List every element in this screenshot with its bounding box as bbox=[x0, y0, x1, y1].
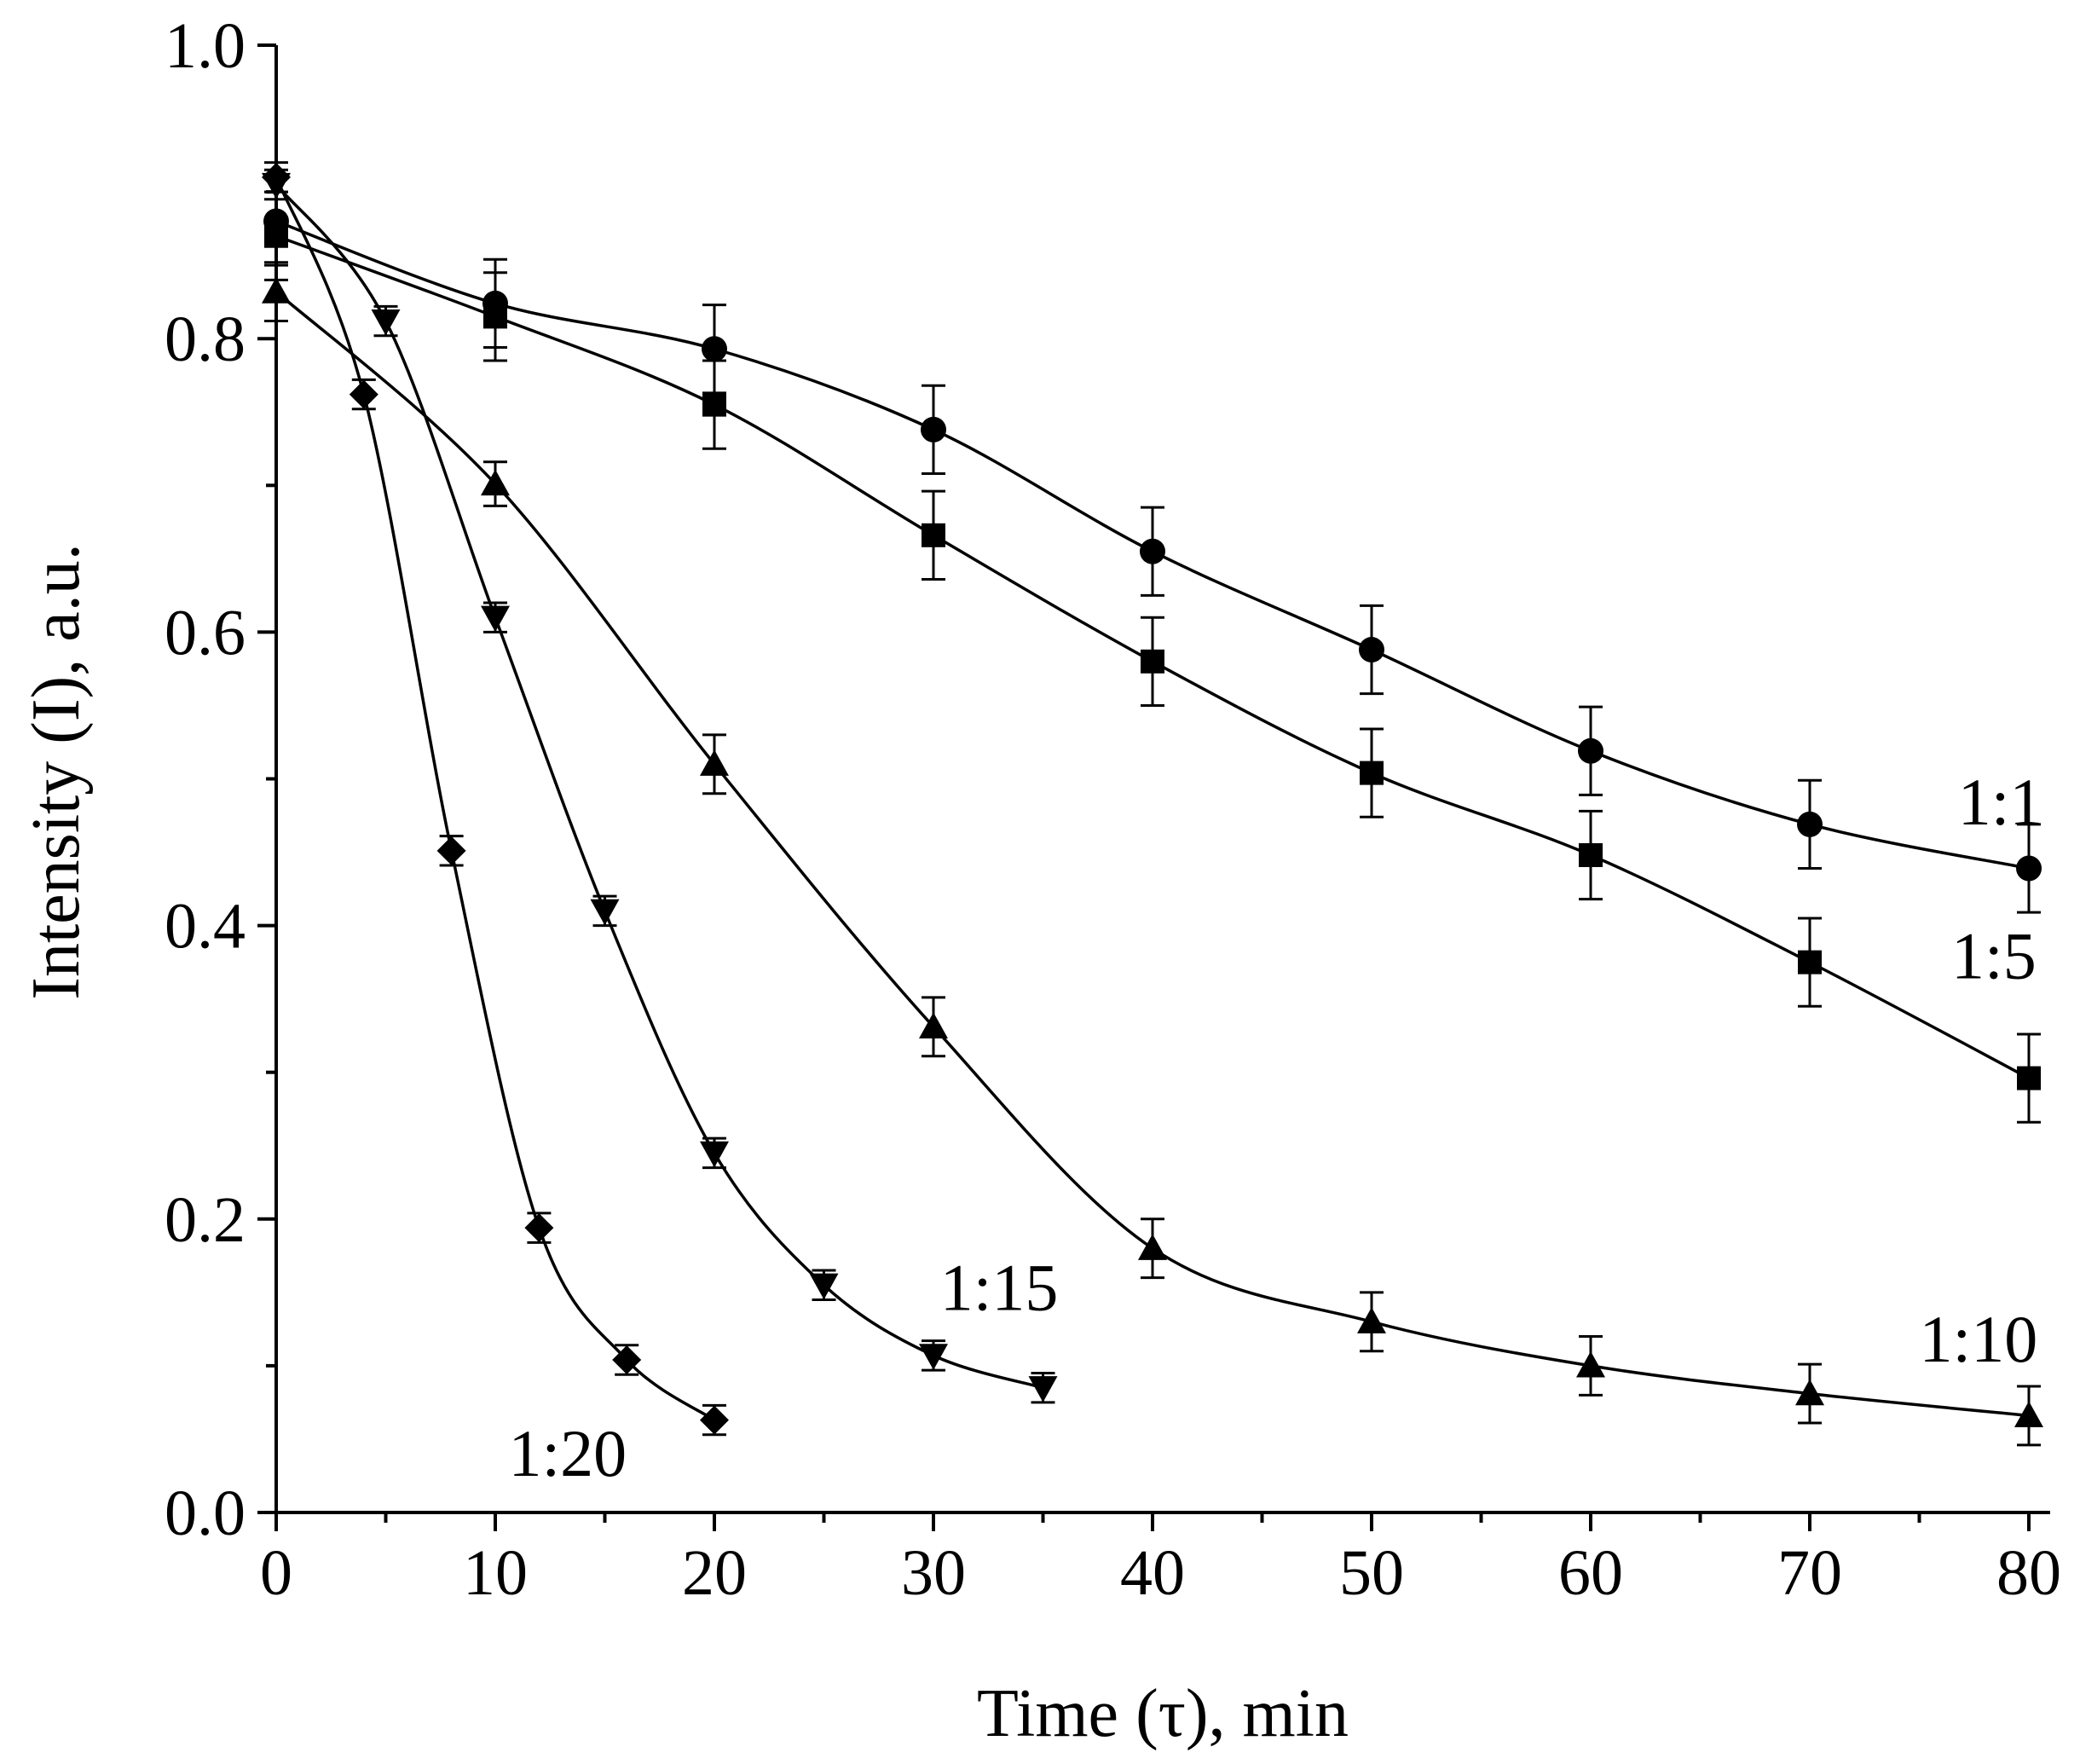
series-layer bbox=[262, 161, 2043, 1447]
marker-triangle-up bbox=[2014, 1401, 2043, 1428]
marker-diamond bbox=[524, 1213, 554, 1243]
axes-layer bbox=[274, 45, 2050, 1514]
marker-circle bbox=[2016, 855, 2042, 882]
marker-circle bbox=[1797, 811, 1823, 837]
marker-circle bbox=[1359, 637, 1384, 663]
y-tick-label: 0.4 bbox=[165, 891, 246, 963]
series-1-5 bbox=[264, 190, 2041, 1124]
x-tick-label: 60 bbox=[1558, 1537, 1623, 1609]
marker-square bbox=[2017, 1066, 2041, 1090]
series-line bbox=[274, 290, 2030, 1418]
marker-triangle-down bbox=[1028, 1376, 1058, 1403]
x-tick-label: 20 bbox=[682, 1537, 747, 1609]
y-tick-label: 1.0 bbox=[165, 10, 246, 82]
x-axis-title: Time (τ), min bbox=[977, 1676, 1349, 1751]
ticks-layer: 0 10 20 30 40 50 60 70 80 0.0 0.2 0.4 0.6 0.8 1.0 bbox=[165, 10, 2061, 1609]
marker-diamond bbox=[700, 1405, 729, 1435]
marker-diamond bbox=[349, 379, 378, 409]
series-label: 1:15 bbox=[940, 1251, 1059, 1325]
marker-circle bbox=[921, 416, 946, 442]
series-label: 1:1 bbox=[1958, 765, 2043, 839]
series-label: 1:20 bbox=[508, 1416, 627, 1490]
marker-triangle-up bbox=[1795, 1379, 1824, 1406]
marker-square bbox=[1798, 950, 1822, 975]
marker-square bbox=[1360, 761, 1384, 785]
x-tick-label: 70 bbox=[1777, 1537, 1842, 1609]
marker-diamond bbox=[436, 836, 466, 865]
marker-circle bbox=[702, 336, 727, 362]
y-tick-label: 0.8 bbox=[165, 304, 246, 375]
marker-triangle-up bbox=[1138, 1234, 1167, 1260]
series-label: 1:10 bbox=[1920, 1302, 2038, 1376]
series-1-10 bbox=[262, 261, 2043, 1447]
x-tick-label: 80 bbox=[1996, 1537, 2061, 1609]
series-line bbox=[274, 176, 715, 1422]
marker-triangle-down bbox=[590, 899, 620, 926]
marker-square bbox=[1141, 649, 1164, 674]
marker-triangle-up bbox=[700, 749, 729, 776]
annotation-layer: 1:1 1:5 1:10 1:15 1:20 bbox=[508, 765, 2042, 1490]
labels-layer: Time (τ), min Intensity (I), a.u. bbox=[19, 543, 1349, 1751]
marker-triangle-up bbox=[1357, 1307, 1386, 1333]
marker-circle bbox=[1578, 737, 1603, 764]
series-1-15 bbox=[262, 168, 1058, 1404]
y-tick-label: 0.6 bbox=[165, 597, 246, 668]
marker-square bbox=[1579, 842, 1603, 867]
x-tick-label: 30 bbox=[901, 1537, 966, 1609]
marker-triangle-up bbox=[1576, 1350, 1605, 1378]
marker-square bbox=[922, 523, 945, 547]
series-1-1 bbox=[263, 176, 2042, 914]
x-tick-label: 50 bbox=[1339, 1537, 1404, 1609]
series-label: 1:5 bbox=[1951, 919, 2037, 993]
x-tick-label: 0 bbox=[260, 1537, 292, 1609]
marker-triangle-down bbox=[809, 1273, 839, 1300]
x-tick-label: 10 bbox=[463, 1537, 528, 1609]
marker-triangle-up bbox=[919, 1012, 948, 1038]
marker-square bbox=[702, 392, 726, 417]
marker-circle bbox=[1140, 538, 1165, 564]
marker-triangle-down bbox=[700, 1141, 729, 1168]
y-axis-title: Intensity (I), a.u. bbox=[19, 543, 94, 999]
marker-square bbox=[483, 304, 507, 329]
marker-triangle-down bbox=[919, 1344, 948, 1370]
series-1-20 bbox=[262, 161, 729, 1437]
marker-triangle-down bbox=[481, 605, 510, 633]
marker-triangle-up bbox=[481, 469, 510, 496]
y-tick-label: 0.0 bbox=[165, 1478, 246, 1549]
y-tick-label: 0.2 bbox=[165, 1184, 246, 1256]
marker-diamond bbox=[612, 1345, 642, 1375]
series-line bbox=[274, 183, 1043, 1390]
x-tick-label: 40 bbox=[1120, 1537, 1185, 1609]
marker-triangle-down bbox=[371, 309, 401, 336]
